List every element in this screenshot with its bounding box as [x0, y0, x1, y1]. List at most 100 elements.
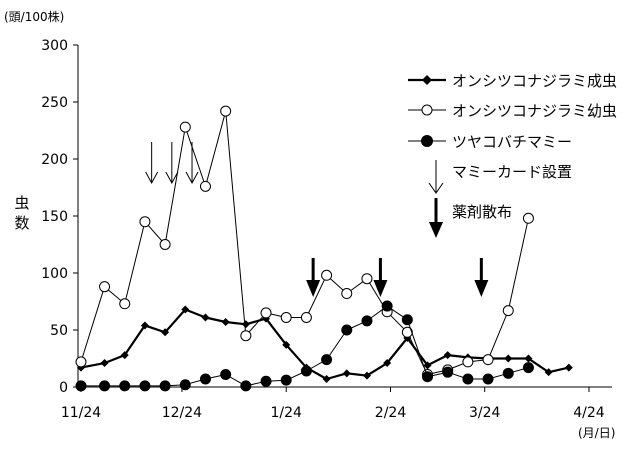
data-point-filled-circle: [220, 368, 232, 380]
card-placement-arrow: [165, 142, 179, 185]
legend-marker-diamond: [422, 75, 432, 85]
y-tick-label: 200: [41, 152, 68, 168]
y-tick-label: 100: [41, 266, 68, 282]
legend-label-mummy: ツヤコバチマミー: [452, 133, 572, 151]
data-point-filled-circle: [361, 315, 373, 327]
data-point-filled-circle: [442, 366, 454, 378]
legend-thin-arrow-head: [428, 182, 444, 194]
x-tick-label: 3/24: [469, 405, 501, 421]
data-point-diamond: [544, 368, 553, 377]
data-point-open-circle: [401, 326, 413, 338]
data-point-filled-circle: [341, 324, 353, 336]
data-point-open-circle: [240, 330, 252, 342]
data-point-filled-circle: [179, 379, 191, 391]
legend-marker-filled-circle: [421, 135, 433, 147]
data-point-diamond: [201, 313, 210, 322]
y-tick-label: 150: [41, 209, 68, 225]
card-placement-arrow: [185, 142, 199, 185]
spray-arrow-head: [306, 280, 321, 297]
data-point-diamond: [282, 340, 291, 349]
data-point-open-circle: [199, 180, 211, 192]
data-point-filled-circle: [522, 362, 534, 374]
data-point-filled-circle: [502, 367, 514, 379]
card-arrow-head: [145, 171, 159, 185]
x-axis-ticks: 11/24 12/24 1/24 2/24 3/24 4/24: [61, 387, 605, 421]
data-point-diamond: [140, 321, 149, 330]
data-point-filled-circle: [240, 380, 252, 392]
data-point-diamond: [100, 359, 109, 368]
legend-item-card: マミーカード設置: [428, 160, 572, 194]
y-unit-label: (頭/100株): [4, 9, 64, 24]
y-tick-label: 300: [41, 38, 68, 54]
data-point-open-circle: [341, 288, 353, 300]
card-arrow-head: [165, 171, 179, 185]
data-point-open-circle: [159, 239, 171, 250]
y-axis-title: 虫数: [14, 194, 29, 232]
series-line: [80, 308, 570, 381]
data-point-filled-circle: [280, 374, 292, 386]
data-point-open-circle: [321, 269, 333, 281]
card-arrow-head: [185, 171, 199, 185]
data-point-open-circle: [260, 307, 272, 319]
arrow-layer: [145, 142, 489, 297]
data-point-diamond: [120, 351, 129, 360]
x-tick-label: 1/24: [270, 405, 302, 421]
spray-arrow-head: [474, 280, 489, 297]
data-point-open-circle: [361, 273, 373, 285]
data-point-diamond: [362, 371, 371, 380]
data-point-filled-circle: [159, 380, 171, 392]
data-point-filled-circle: [462, 373, 474, 385]
y-axis-title-char: 数: [14, 214, 29, 232]
legend-label-card: マミーカード設置: [452, 163, 572, 181]
data-point-diamond: [524, 354, 533, 363]
x-unit-label: (月/日): [578, 426, 615, 440]
data-point-filled-circle: [401, 314, 413, 326]
x-tick-label: 11/24: [61, 405, 101, 421]
legend: オンシツコナジラミ成虫 オンシツコナジラミ幼虫 ツヤコバチマミー マミーカード設…: [408, 72, 617, 238]
data-point-diamond: [383, 359, 392, 368]
data-point-open-circle: [522, 212, 534, 224]
data-point-diamond: [221, 318, 230, 327]
legend-item-adult: オンシツコナジラミ成虫: [408, 72, 617, 90]
legend-item-spray: 薬剤散布: [429, 198, 512, 238]
data-point-open-circle: [75, 356, 87, 368]
data-point-diamond: [161, 328, 170, 337]
data-point-open-circle: [179, 121, 191, 133]
data-point-filled-circle: [119, 380, 131, 392]
x-tick-label: 12/24: [162, 405, 202, 421]
data-point-open-circle: [99, 281, 111, 293]
data-point-open-circle: [462, 356, 474, 368]
spray-arrow-head: [373, 280, 388, 297]
legend-label-larva: オンシツコナジラミ幼虫: [452, 102, 617, 120]
data-point-open-circle: [139, 216, 151, 228]
data-point-filled-circle: [381, 300, 393, 312]
data-point-open-circle: [482, 354, 494, 366]
data-point-open-circle: [280, 311, 292, 323]
data-point-diamond: [241, 320, 250, 329]
spray-arrow: [373, 258, 388, 297]
legend-bold-arrow-head: [429, 222, 443, 238]
y-tick-label: 0: [59, 380, 68, 396]
data-point-filled-circle: [321, 354, 333, 366]
y-axis-title-char: 虫: [14, 194, 29, 212]
x-tick-label: 2/24: [375, 405, 407, 421]
data-point-filled-circle: [482, 373, 494, 385]
data-point-diamond: [322, 375, 331, 384]
data-point-diamond: [504, 354, 513, 363]
series-layer: [75, 105, 573, 392]
data-point-filled-circle: [139, 380, 151, 392]
data-point-open-circle: [220, 105, 232, 117]
spray-arrow: [306, 258, 321, 297]
data-point-diamond: [443, 351, 452, 360]
data-point-filled-circle: [422, 371, 434, 383]
spray-arrow: [474, 258, 489, 297]
legend-label-adult: オンシツコナジラミ成虫: [452, 72, 617, 90]
legend-label-spray: 薬剤散布: [452, 203, 512, 221]
x-tick-label: 4/24: [573, 405, 605, 421]
legend-item-larva: オンシツコナジラミ幼虫: [408, 102, 617, 120]
legend-marker-open-circle: [421, 104, 433, 116]
series-adult: [77, 305, 573, 384]
data-point-open-circle: [300, 311, 312, 323]
data-point-filled-circle: [99, 380, 111, 392]
